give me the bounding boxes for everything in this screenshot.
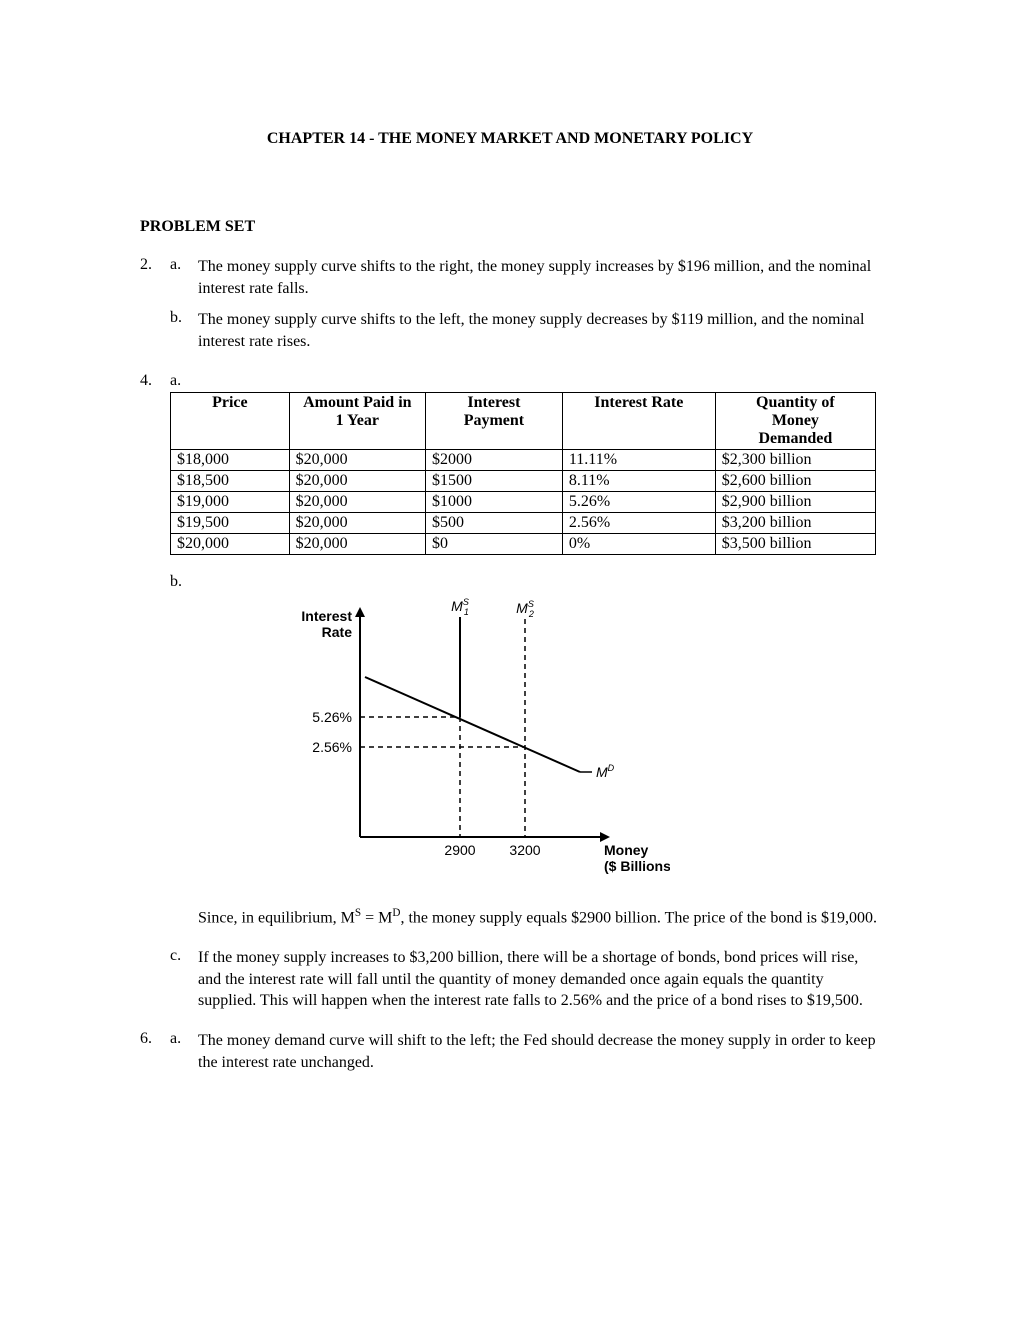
answer-text: The money supply curve shifts to the lef… (198, 309, 880, 352)
table-cell: $20,000 (289, 513, 425, 534)
answer-text: The money supply curve shifts to the rig… (198, 256, 880, 299)
table-cell: $18,500 (171, 471, 290, 492)
section-heading: PROBLEM SET (140, 218, 880, 236)
table-cell: $18,000 (171, 450, 290, 471)
svg-text:($ Billions): ($ Billions) (604, 858, 670, 874)
answer-text: If the money supply increases to $3,200 … (198, 947, 880, 1012)
table-cell: $3,500 billion (715, 534, 875, 555)
bond-table: PriceAmount Paid in1 YearInterestPayment… (170, 392, 876, 555)
answer-text: The money demand curve will shift to the… (198, 1030, 880, 1073)
table-cell: $20,000 (289, 534, 425, 555)
sub-label: b. (170, 573, 198, 591)
table-cell: $3,200 billion (715, 513, 875, 534)
table-cell: $20,000 (289, 492, 425, 513)
table-cell: $20,000 (289, 471, 425, 492)
table-cell: $2,300 billion (715, 450, 875, 471)
table-cell: $1000 (425, 492, 562, 513)
table-row: $18,000$20,000$200011.11%$2,300 billion (171, 450, 876, 471)
svg-text:2900: 2900 (444, 842, 475, 858)
table-header: Quantity ofMoneyDemanded (715, 393, 875, 450)
answer-text: Since, in equilibrium, MS = MD, the mone… (198, 906, 880, 929)
table-cell: 11.11% (562, 450, 715, 471)
table-cell: 2.56% (562, 513, 715, 534)
table-header: Interest Rate (562, 393, 715, 450)
table-cell: $2,600 billion (715, 471, 875, 492)
problem-number: 4. (140, 372, 170, 390)
table-cell: $2000 (425, 450, 562, 471)
table-header: Price (171, 393, 290, 450)
chapter-title: CHAPTER 14 - THE MONEY MARKET AND MONETA… (140, 130, 880, 148)
table-header: InterestPayment (425, 393, 562, 450)
svg-text:MS2: MS2 (516, 599, 534, 619)
table-cell: $1500 (425, 471, 562, 492)
svg-text:2.56%: 2.56% (312, 739, 352, 755)
svg-text:Money: Money (604, 842, 649, 858)
table-cell: $19,500 (171, 513, 290, 534)
svg-text:MS1: MS1 (451, 597, 469, 617)
table-cell: $20,000 (171, 534, 290, 555)
table-row: $19,000$20,000$10005.26%$2,900 billion (171, 492, 876, 513)
table-row: $18,500$20,000$15008.11%$2,600 billion (171, 471, 876, 492)
table-cell: $20,000 (289, 450, 425, 471)
sub-label: b. (170, 309, 198, 352)
table-cell: $19,000 (171, 492, 290, 513)
table-cell: 8.11% (562, 471, 715, 492)
problem-number: 2. (140, 256, 170, 299)
svg-text:5.26%: 5.26% (312, 709, 352, 725)
table-cell: $2,900 billion (715, 492, 875, 513)
table-header: Amount Paid in1 Year (289, 393, 425, 450)
table-cell: $500 (425, 513, 562, 534)
sub-label: a. (170, 256, 198, 299)
sub-label: c. (170, 947, 198, 1012)
table-row: $19,500$20,000$5002.56%$3,200 billion (171, 513, 876, 534)
table-cell: 0% (562, 534, 715, 555)
problem-number: 6. (140, 1030, 170, 1073)
money-market-chart: InterestRate Money($ Billions) 5.26% 2.56% 2… (270, 597, 880, 892)
svg-text:Interest: Interest (301, 608, 352, 624)
sub-label: a. (170, 1030, 198, 1073)
table-cell: $0 (425, 534, 562, 555)
svg-text:Rate: Rate (322, 624, 353, 640)
table-row: $20,000$20,000$00%$3,500 billion (171, 534, 876, 555)
sub-label: a. (170, 372, 186, 390)
svg-text:MD: MD (596, 763, 615, 780)
table-cell: 5.26% (562, 492, 715, 513)
svg-text:3200: 3200 (509, 842, 540, 858)
